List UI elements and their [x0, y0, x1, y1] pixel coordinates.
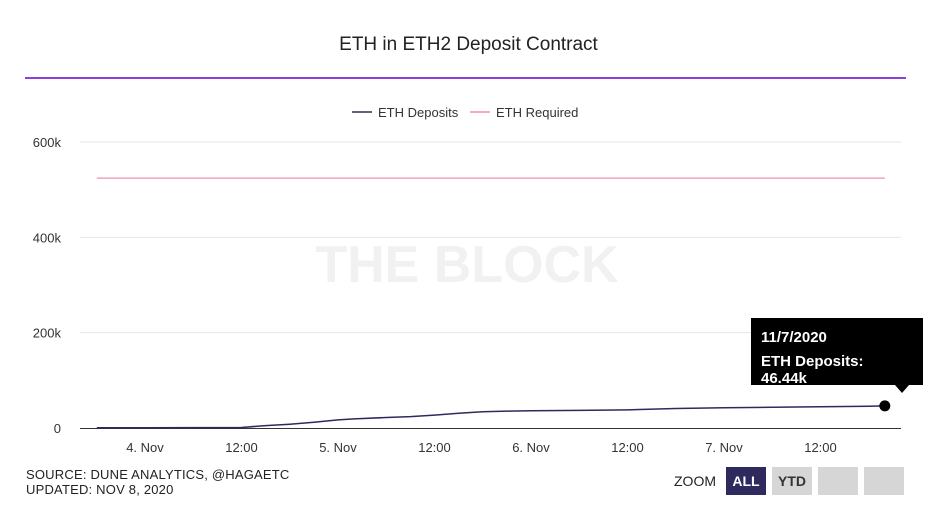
y-tick-label: 200k — [33, 326, 62, 341]
highlight-point — [879, 400, 891, 412]
zoom-button-3[interactable] — [818, 466, 858, 495]
tooltip-value: ETH Deposits: 46.44k — [761, 353, 864, 387]
updated-text: UPDATED: NOV 8, 2020 — [26, 482, 174, 497]
x-tick-label: 6. Nov — [512, 440, 550, 455]
zoom-ytd-button[interactable]: YTD — [772, 466, 812, 495]
tooltip-date: 11/7/2020 — [761, 329, 827, 346]
x-tick-label: 7. Nov — [705, 440, 743, 455]
x-tick-label: 12:00 — [804, 440, 837, 455]
x-tick-label: 12:00 — [225, 440, 258, 455]
legend-label: ETH Deposits — [378, 105, 459, 120]
x-axis: 4. Nov 12:00 5. Nov 12:00 6. Nov 12:00 7. Nov 1… — [126, 440, 837, 455]
x-tick-label: 5. Nov — [319, 440, 357, 455]
x-tick-label: 12:00 — [611, 440, 644, 455]
x-tick-label: 4. Nov — [126, 440, 164, 455]
tooltip-arrow — [895, 385, 909, 393]
zoom-all-button[interactable]: ALL — [726, 466, 766, 495]
legend[interactable]: ETH Deposits ETH Required — [352, 105, 578, 120]
chart-title: ETH in ETH2 Deposit Contract — [339, 34, 598, 55]
source-text: SOURCE: DUNE ANALYTICS, @HAGAETC — [26, 467, 290, 482]
title-divider — [25, 77, 906, 79]
series-line-eth-deposits — [96, 405, 885, 429]
tooltip: 11/7/2020 ETH Deposits: 46.44k — [751, 318, 923, 387]
legend-label: ETH Required — [496, 105, 578, 120]
zoom-controls: ZOOM ALL YTD — [674, 466, 904, 495]
watermark: THE BLOCK — [315, 236, 619, 294]
zoom-label: ZOOM — [674, 472, 716, 489]
y-tick-label: 600k — [33, 135, 62, 150]
x-tick-label: 12:00 — [418, 440, 451, 455]
y-tick-label: 0 — [54, 421, 61, 436]
gridlines — [80, 141, 901, 429]
footer: SOURCE: DUNE ANALYTICS, @HAGAETC UPDATED… — [26, 467, 290, 497]
zoom-button-4[interactable] — [864, 466, 904, 495]
y-axis: 0 200k 400k 600k — [33, 135, 62, 436]
y-tick-label: 400k — [33, 230, 62, 245]
series-layer — [96, 177, 891, 429]
